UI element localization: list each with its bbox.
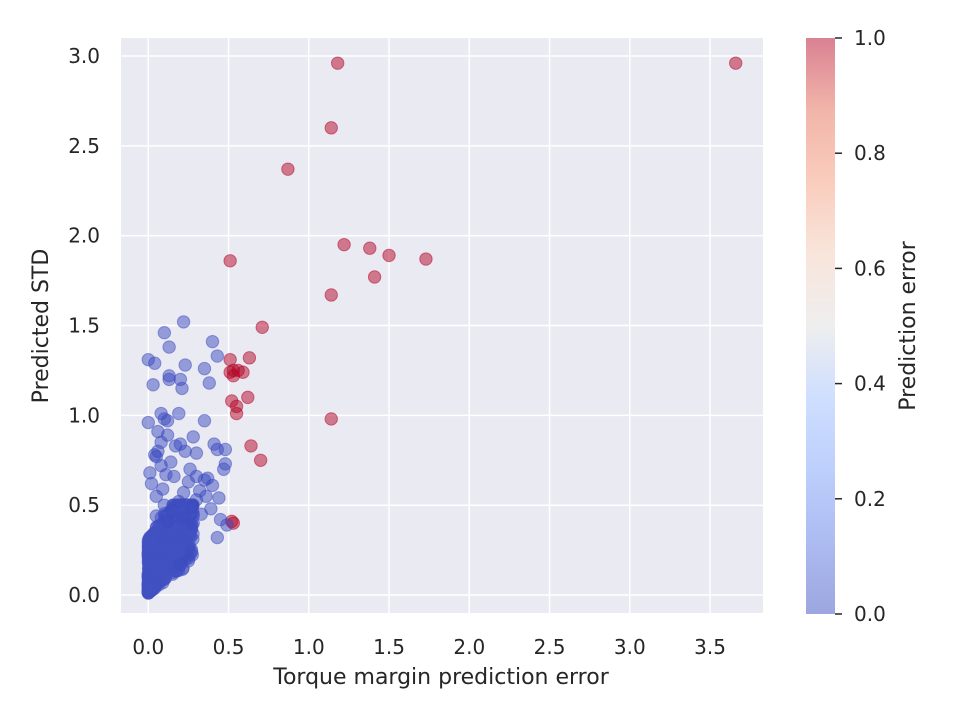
colorbar-tick-label: 0.2 [854, 487, 886, 511]
data-point [363, 241, 377, 255]
x-axis-ticks: 0.0 0.5 1.0 1.5 2.0 2.5 3.0 3.5 [132, 635, 726, 659]
data-point [178, 444, 192, 458]
grid-lines [121, 38, 763, 613]
data-point [223, 254, 237, 268]
data-point [172, 494, 186, 509]
data-point [244, 439, 258, 453]
data-point [160, 514, 175, 529]
data-point [210, 349, 225, 363]
data-point [220, 518, 234, 532]
data-point [141, 415, 155, 430]
data-point [210, 530, 225, 545]
data-point [202, 376, 216, 390]
y-tick-label: 1.0 [68, 403, 100, 427]
data-point [226, 369, 241, 383]
x-tick-label: 1.5 [373, 635, 405, 659]
data-point [162, 340, 176, 354]
y-tick-label: 3.0 [68, 44, 100, 68]
colorbar-tick-label: 1.0 [854, 26, 886, 50]
data-point [148, 356, 162, 370]
data-point [146, 378, 160, 392]
data-point [729, 56, 743, 70]
x-tick-label: 2.0 [453, 635, 485, 659]
y-tick-label: 1.5 [68, 314, 100, 338]
data-point [144, 476, 159, 491]
colorbar-tick-label: 0.6 [854, 256, 886, 280]
data-point [382, 248, 396, 263]
data-point [149, 509, 164, 523]
y-axis-title: Predicted STD [29, 249, 54, 404]
x-tick-label: 0.5 [213, 635, 245, 659]
data-point [255, 320, 269, 334]
data-point [162, 372, 176, 387]
cluster-point [146, 557, 161, 571]
data-point [173, 557, 188, 572]
data-point [176, 315, 191, 329]
data-point [189, 446, 204, 460]
data-point [281, 162, 295, 176]
data-point [186, 430, 200, 444]
y-tick-label: 2.5 [68, 134, 100, 158]
data-point [229, 406, 244, 421]
x-tick-label: 3.0 [614, 635, 646, 659]
x-tick-label: 1.0 [293, 635, 325, 659]
data-point [194, 507, 208, 521]
data-point [175, 381, 189, 396]
colorbar-tick-label: 0.0 [854, 602, 886, 626]
data-point [324, 288, 338, 302]
data-point [172, 406, 186, 421]
data-point [241, 390, 255, 405]
data-point [253, 453, 268, 467]
y-axis-ticks: 0.0 0.5 1.0 1.5 2.0 2.5 3.0 [68, 44, 100, 607]
data-point [337, 237, 351, 252]
colorbar-ticks: 0.0 0.2 0.4 0.6 0.8 1.0 [835, 26, 886, 626]
data-point [197, 361, 212, 376]
cluster-point [169, 540, 183, 554]
data-point [160, 414, 175, 428]
data-point [205, 478, 220, 493]
cluster-point [159, 567, 173, 581]
data-point [167, 469, 181, 484]
data-point [242, 351, 257, 365]
y-tick-label: 2.0 [68, 224, 100, 248]
data-point [212, 491, 226, 505]
cluster-point [144, 580, 158, 594]
colorbar-tick-label: 0.4 [854, 372, 886, 396]
data-point [184, 500, 199, 514]
data-point [178, 358, 192, 372]
cluster-point [146, 534, 160, 549]
data-point [186, 516, 200, 530]
data-point [149, 489, 164, 503]
data-point [218, 442, 233, 457]
data-point [217, 462, 231, 476]
data-point [367, 270, 382, 284]
data-point [419, 252, 433, 266]
data-point [197, 414, 212, 428]
data-point [324, 412, 338, 426]
y-tick-label: 0.5 [68, 493, 100, 517]
colorbar [806, 38, 835, 614]
colorbar-title: Prediction error [896, 240, 921, 410]
data-point [205, 334, 220, 349]
colorbar-tick-label: 0.8 [854, 141, 886, 165]
data-point [324, 121, 338, 135]
data-points [141, 56, 743, 600]
y-tick-label: 0.0 [68, 583, 100, 607]
x-tick-label: 2.5 [534, 635, 566, 659]
x-tick-label: 0.0 [132, 635, 164, 659]
data-point [330, 56, 345, 70]
x-tick-label: 3.5 [694, 635, 726, 659]
data-point [157, 325, 172, 340]
x-axis-title: Torque margin prediction error [272, 665, 609, 690]
